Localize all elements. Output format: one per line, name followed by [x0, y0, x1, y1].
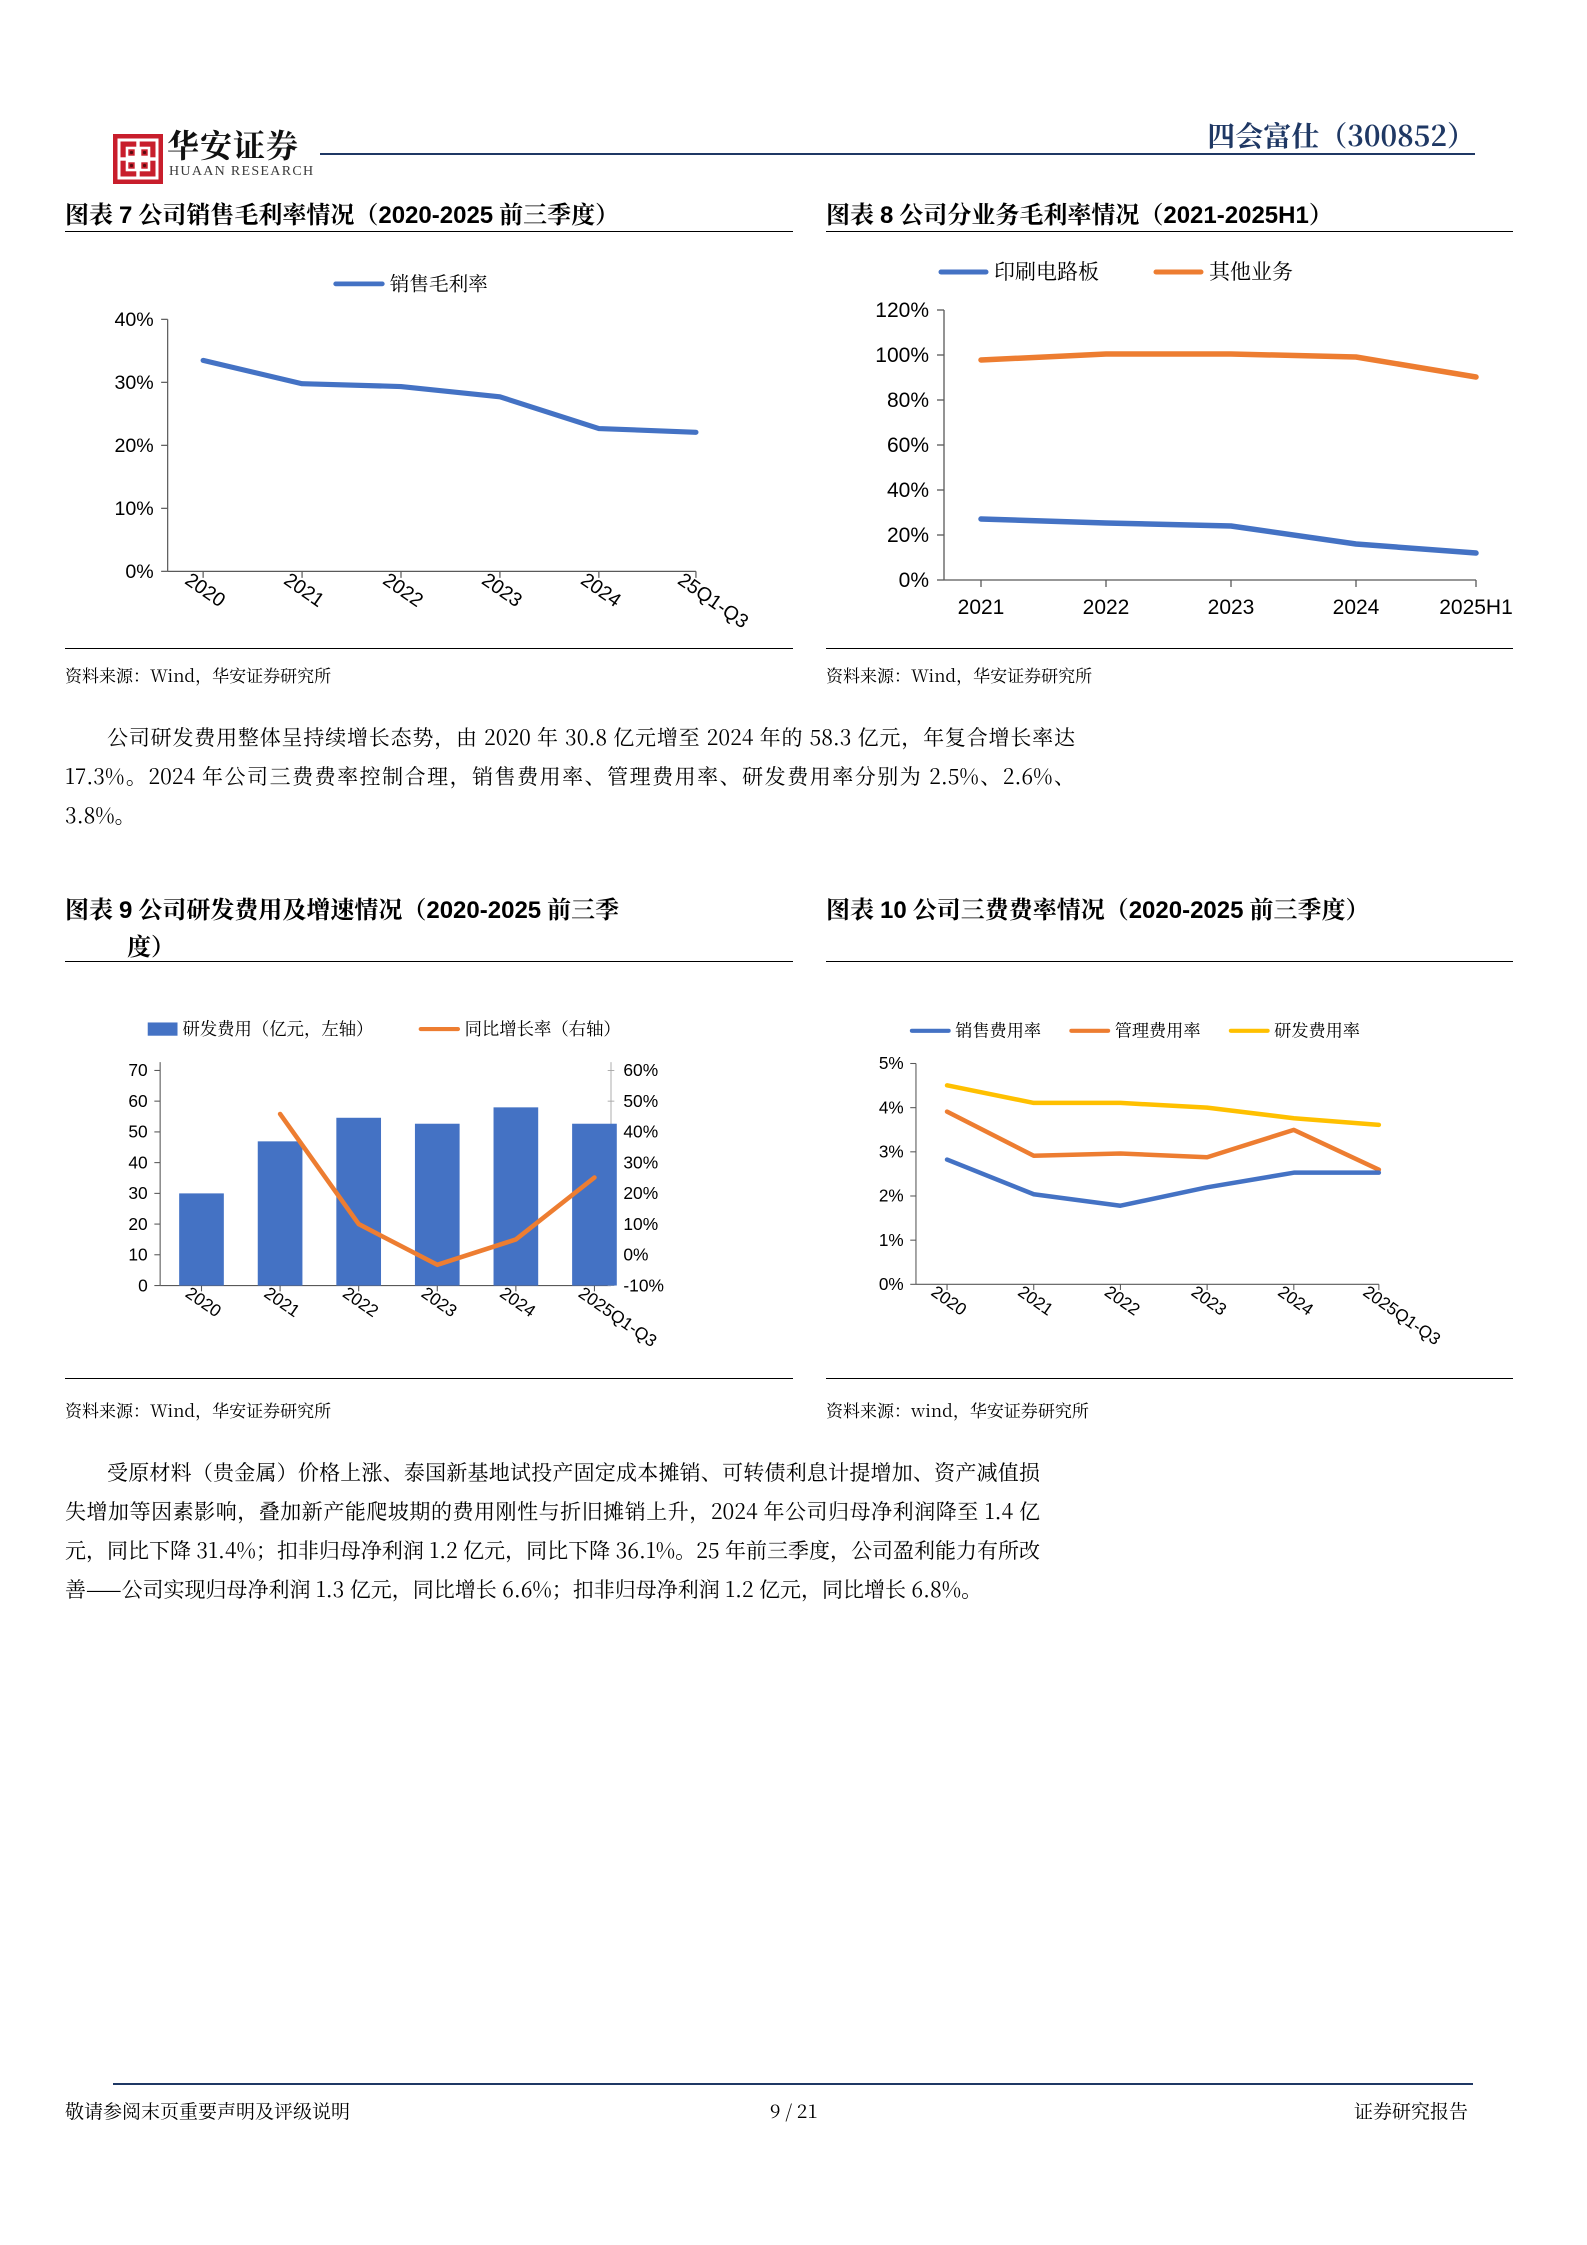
svg-text:60: 60 [128, 1091, 147, 1111]
svg-text:印刷电路板: 印刷电路板 [994, 256, 1099, 286]
svg-text:2021: 2021 [280, 569, 328, 612]
svg-text:2023: 2023 [478, 569, 526, 612]
svg-text:0: 0 [138, 1275, 148, 1295]
svg-text:其他业务: 其他业务 [1209, 256, 1293, 286]
svg-text:销售毛利率: 销售毛利率 [390, 267, 488, 296]
svg-text:100%: 100% [875, 344, 929, 367]
svg-text:销售费用率: 销售费用率 [955, 1017, 1041, 1042]
svg-text:30%: 30% [114, 372, 153, 394]
svg-text:-10%: -10% [623, 1275, 664, 1295]
svg-text:2%: 2% [879, 1186, 904, 1206]
svg-text:2021: 2021 [958, 596, 1005, 619]
svg-text:60%: 60% [623, 1060, 658, 1080]
svg-text:0%: 0% [899, 569, 929, 592]
svg-text:研发费用率: 研发费用率 [1274, 1017, 1360, 1042]
svg-text:10%: 10% [623, 1214, 658, 1234]
svg-text:2024: 2024 [496, 1283, 539, 1322]
svg-text:40: 40 [128, 1152, 147, 1172]
svg-text:20%: 20% [887, 524, 929, 547]
svg-text:2020: 2020 [182, 1283, 225, 1322]
svg-text:50%: 50% [623, 1091, 658, 1111]
svg-text:2020: 2020 [928, 1281, 971, 1319]
svg-text:2023: 2023 [1188, 1281, 1231, 1319]
svg-text:2024: 2024 [577, 569, 625, 612]
svg-text:2023: 2023 [418, 1283, 461, 1322]
svg-text:20%: 20% [623, 1183, 658, 1203]
svg-text:20%: 20% [114, 435, 153, 457]
svg-text:40%: 40% [114, 309, 153, 331]
svg-text:1%: 1% [879, 1230, 904, 1250]
svg-text:50: 50 [128, 1122, 147, 1142]
svg-text:2021: 2021 [261, 1283, 304, 1322]
svg-text:3%: 3% [879, 1142, 904, 1162]
svg-text:2022: 2022 [1083, 596, 1130, 619]
svg-text:40%: 40% [887, 479, 929, 502]
svg-text:40%: 40% [623, 1122, 658, 1142]
svg-text:4%: 4% [879, 1097, 904, 1117]
svg-text:2022: 2022 [1101, 1281, 1144, 1319]
svg-text:2021: 2021 [1014, 1281, 1057, 1319]
svg-text:研发费用（亿元，左轴）: 研发费用（亿元，左轴） [182, 1015, 373, 1040]
svg-text:同比增长率（右轴）: 同比增长率（右轴） [465, 1015, 621, 1040]
svg-text:2022: 2022 [339, 1283, 382, 1322]
svg-text:80%: 80% [887, 389, 929, 412]
svg-text:管理费用率: 管理费用率 [1115, 1017, 1201, 1042]
svg-text:70: 70 [128, 1060, 147, 1080]
svg-text:25Q1-Q3: 25Q1-Q3 [674, 569, 753, 633]
svg-text:2025H1: 2025H1 [1439, 596, 1513, 619]
svg-text:30%: 30% [623, 1152, 658, 1172]
svg-text:10%: 10% [114, 498, 153, 520]
svg-text:0%: 0% [623, 1245, 648, 1265]
svg-text:0%: 0% [125, 561, 153, 583]
svg-text:120%: 120% [875, 299, 929, 322]
svg-text:10: 10 [128, 1245, 147, 1265]
svg-text:0%: 0% [879, 1274, 904, 1294]
svg-text:5%: 5% [879, 1053, 904, 1073]
svg-text:20: 20 [128, 1214, 147, 1234]
svg-text:2023: 2023 [1208, 596, 1255, 619]
svg-text:2024: 2024 [1275, 1281, 1318, 1320]
svg-text:60%: 60% [887, 434, 929, 457]
svg-text:2020: 2020 [181, 569, 229, 612]
svg-text:2022: 2022 [379, 569, 427, 612]
svg-text:2024: 2024 [1333, 596, 1380, 619]
svg-text:2025Q1-Q3: 2025Q1-Q3 [1360, 1281, 1445, 1349]
svg-text:30: 30 [128, 1183, 147, 1203]
